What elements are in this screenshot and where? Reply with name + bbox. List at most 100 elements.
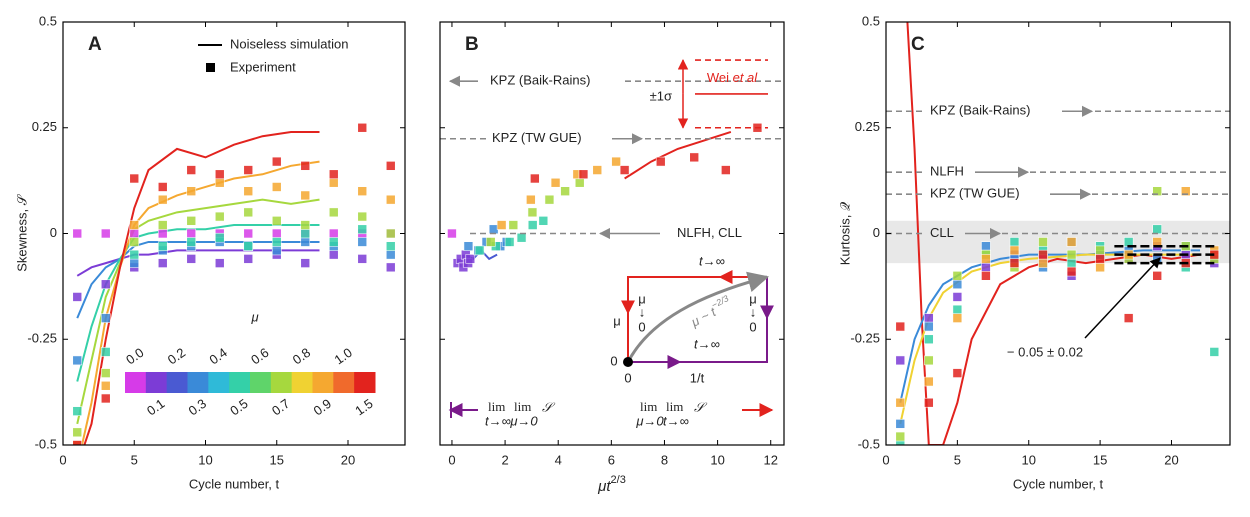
experiment-marker	[328, 169, 339, 180]
experiment-marker	[100, 380, 111, 391]
experiment-marker	[214, 232, 225, 243]
x-tick-label: 10	[198, 452, 212, 467]
experiment-marker	[530, 173, 540, 184]
x-tick-label: 4	[555, 452, 562, 467]
experiment-marker	[544, 194, 555, 205]
experiment-marker	[129, 173, 140, 184]
experiment-marker	[243, 228, 254, 239]
reference-label: KPZ (TW GUE)	[492, 130, 582, 145]
experiment-marker	[271, 228, 282, 239]
experiment-marker	[1066, 266, 1077, 277]
experiment-marker	[578, 169, 589, 180]
inset-right-zero: 0	[749, 319, 756, 334]
experiment-marker	[1095, 245, 1105, 256]
plot-area	[447, 122, 763, 273]
experiment-marker	[508, 220, 519, 230]
colorbar-swatch	[312, 372, 334, 393]
experiment-marker	[100, 313, 111, 323]
y-tick-label: -0.5	[35, 436, 57, 451]
experiment-marker	[328, 237, 339, 247]
experiment-marker	[357, 254, 368, 264]
experiment-marker	[924, 397, 934, 408]
limit-lim: lim	[666, 399, 683, 414]
experiment-marker	[895, 321, 906, 332]
axes-frame	[885, 21, 1231, 446]
wei-label-etal: et al	[733, 70, 759, 85]
reference-label: KPZ (Baik-Rains)	[930, 103, 1030, 118]
y-axis-label: Kurtosis, 𝒬	[837, 201, 852, 265]
experiment-marker	[186, 165, 197, 175]
experiment-marker	[243, 254, 254, 264]
x-axis-label-base: μt	[597, 478, 611, 495]
limit-lim: lim	[514, 399, 531, 414]
experiment-marker	[527, 220, 538, 230]
experiment-marker	[157, 220, 168, 230]
x-tick-label: 15	[270, 452, 284, 467]
colorbar-tick-label: 0.0	[123, 345, 146, 368]
experiment-marker	[129, 237, 140, 247]
experiment-marker	[357, 237, 368, 247]
experiment-marker	[981, 270, 991, 281]
experiment-marker	[952, 304, 963, 315]
simulation-line	[80, 160, 320, 445]
x-tick-label: 6	[608, 452, 615, 467]
experiment-marker	[243, 241, 254, 251]
legend-marker	[206, 63, 215, 72]
experiment-marker	[1009, 237, 1020, 247]
experiment-marker	[924, 321, 934, 332]
inset-right-var: μ	[749, 291, 757, 306]
colorbar-tick-label: 0.7	[269, 396, 292, 419]
y-tick-label: -0.5	[858, 436, 880, 451]
x-tick-label: 12	[763, 452, 777, 467]
colorbar-tick-label: 0.3	[186, 396, 209, 419]
colorbar-swatch	[270, 372, 293, 393]
y-tick-label: -0.25	[850, 331, 880, 346]
colorbar-tick-label: 0.4	[206, 345, 229, 368]
colorbar-swatch	[354, 372, 376, 393]
inset-x-label: 1/t	[690, 370, 705, 385]
experiment-marker	[357, 186, 368, 196]
experiment-marker	[447, 228, 457, 239]
experiment-marker	[560, 186, 570, 196]
experiment-marker	[504, 237, 515, 247]
experiment-marker	[895, 431, 906, 442]
experiment-marker	[952, 270, 963, 281]
experiment-marker	[1095, 262, 1105, 273]
limit-sub: μ→0	[635, 413, 664, 428]
colorbar-tick-label: 0.9	[311, 396, 334, 419]
inset-origin-x: 0	[624, 370, 631, 385]
x-tick-label: 0	[59, 452, 66, 467]
x-tick-label: 5	[954, 452, 961, 467]
experiment-marker	[463, 241, 474, 251]
experiment-marker	[157, 241, 168, 251]
y-tick-label: 0.5	[862, 13, 880, 28]
experiment-marker	[129, 220, 140, 230]
experiment-marker	[72, 406, 83, 416]
simulation-line	[83, 130, 320, 445]
colorbar-swatch	[291, 372, 313, 393]
experiment-marker	[385, 249, 396, 260]
experiment-marker	[157, 258, 168, 268]
experiment-marker	[100, 279, 111, 290]
y-tick-label: 0	[873, 225, 880, 240]
experiment-marker	[300, 220, 311, 230]
panel-label: C	[911, 34, 925, 55]
axes-frame	[62, 21, 406, 446]
experiment-marker	[981, 262, 991, 273]
experiment-marker	[516, 232, 527, 243]
inset-origin-y: 0	[610, 353, 617, 368]
experiment-marker	[357, 122, 368, 133]
legend-label: Noiseless simulation	[230, 36, 349, 51]
experiment-marker	[271, 245, 282, 256]
experiment-marker	[952, 368, 963, 378]
experiment-marker	[1152, 224, 1163, 235]
y-tick-label: -0.25	[27, 331, 57, 346]
inset-right-down: ↓	[750, 304, 757, 319]
experiment-marker	[214, 169, 225, 180]
experiment-marker	[488, 224, 499, 235]
experiment-marker	[574, 177, 585, 188]
colorbar-tick-label: 0.5	[227, 396, 250, 419]
experiment-marker	[465, 254, 476, 264]
plot-area	[886, 22, 1230, 445]
